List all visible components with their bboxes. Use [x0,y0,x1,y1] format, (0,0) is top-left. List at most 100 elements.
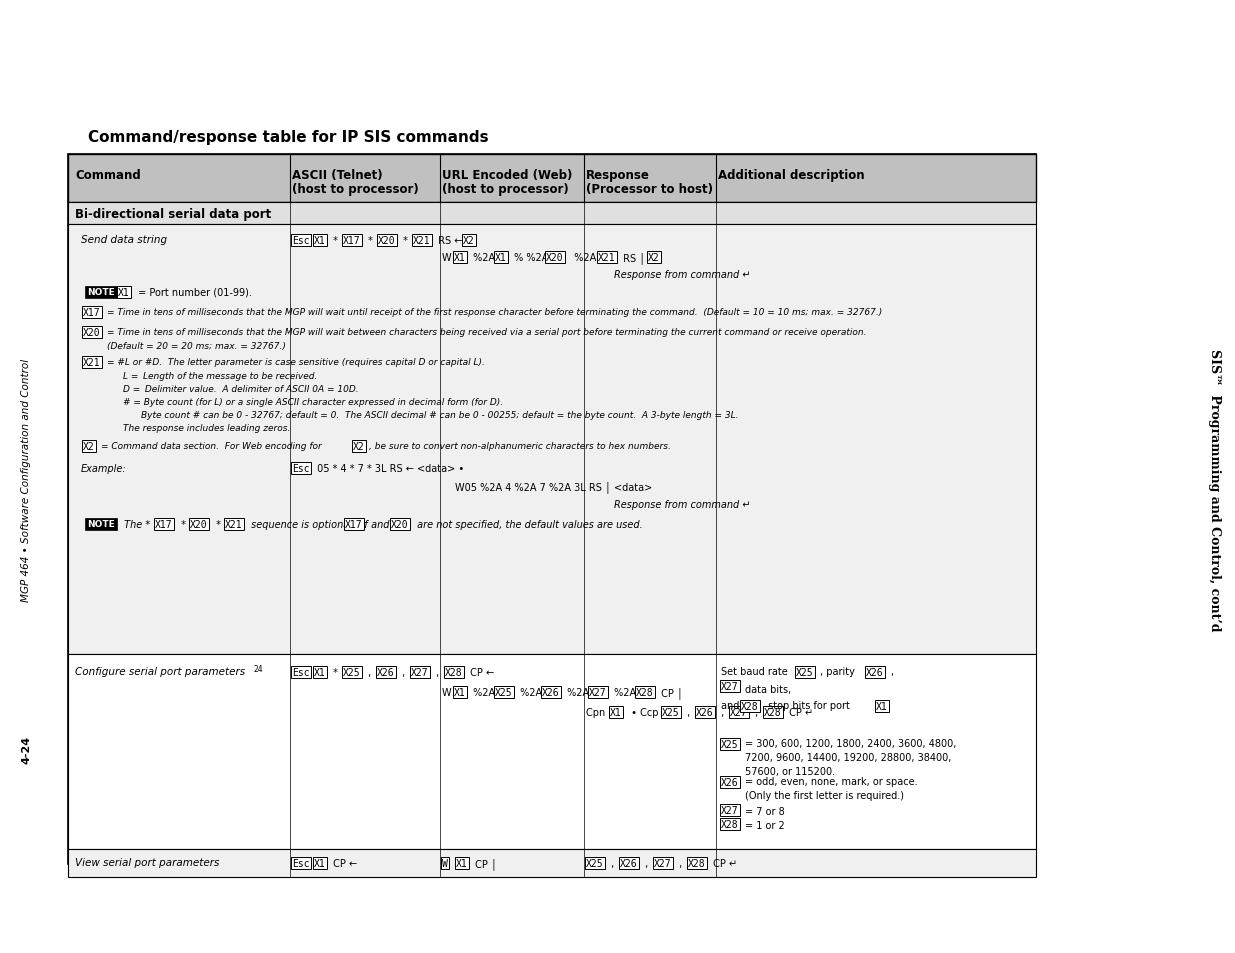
Bar [68,203,1036,225]
Text: NOTE: NOTE [88,288,115,297]
Text: W: W [442,687,454,698]
Text: CP │: CP │ [472,857,496,869]
Text: ,: , [752,707,761,718]
Text: = Port number (01-99).: = Port number (01-99). [135,288,252,297]
Text: Cpn: Cpn [585,707,609,718]
Bar [0,100,52,879]
Text: %2A: %2A [568,253,599,263]
Bar [68,154,1036,203]
Text: SIS™  Programming and Control, cont’d: SIS™ Programming and Control, cont’d [1209,349,1221,631]
Text: %2A: %2A [517,687,545,698]
Text: = #L or #D.  The letter parameter is case sensitive (requires capital D or capit: = #L or #D. The letter parameter is case… [107,358,485,367]
Text: X26: X26 [697,707,714,718]
Text: X27: X27 [411,667,429,678]
Bar [68,849,1036,877]
Bar [68,225,1036,655]
Text: (Only the first letter is required.): (Only the first letter is required.) [745,790,904,801]
Text: X17: X17 [156,519,173,530]
Text: %2A: %2A [471,687,498,698]
Text: Byte count # can be 0 - 32767; default = 0.  The ASCII decimal # can be 0 - 0025: Byte count # can be 0 - 32767; default =… [141,411,739,420]
Text: X25: X25 [721,740,739,749]
Text: X1: X1 [495,253,506,263]
Text: X21: X21 [598,253,615,263]
Text: and: and [368,519,393,530]
Text: = Command data section.  For Web encoding for: = Command data section. For Web encoding… [101,442,325,451]
Text: X2: X2 [648,253,659,263]
Text: *: * [212,519,224,530]
Text: Set baud rate: Set baud rate [721,666,790,677]
Text: X1: X1 [454,253,466,263]
Text: *: * [178,519,189,530]
Text: = Time in tens of milliseconds that the MGP will wait until receipt of the first: = Time in tens of milliseconds that the … [107,308,882,317]
Text: CP │: CP │ [658,686,683,699]
Text: data bits,: data bits, [745,684,792,695]
Text: CP ↵: CP ↵ [785,707,813,718]
Text: 57600, or 115200.: 57600, or 115200. [745,766,835,776]
Text: X27: X27 [589,687,606,698]
Text: D =  Delimiter value.  A delimiter of ASCII 0A = 10D.: D = Delimiter value. A delimiter of ASCI… [124,385,358,395]
Text: = 300, 600, 1200, 1800, 2400, 3600, 4800,: = 300, 600, 1200, 1800, 2400, 3600, 4800… [745,739,956,748]
Text: X26: X26 [866,667,883,678]
Text: X27: X27 [730,707,747,718]
Text: sequence is optional.  If: sequence is optional. If [248,519,370,530]
Text: (host to processor): (host to processor) [442,183,569,195]
Text: = 7 or 8: = 7 or 8 [745,806,784,816]
Text: X26: X26 [377,667,395,678]
Text: , be sure to convert non-alphanumeric characters to hex numbers.: , be sure to convert non-alphanumeric ch… [369,442,671,451]
Text: Send data string: Send data string [82,234,167,245]
Text: MGP 464 • Software Configuration and Control: MGP 464 • Software Configuration and Con… [21,358,31,601]
Text: X25: X25 [343,667,361,678]
Text: X27: X27 [655,858,672,868]
Text: X1: X1 [454,687,466,698]
Text: X21: X21 [83,357,100,368]
Text: X28: X28 [636,687,653,698]
Text: = odd, even, none, mark, or space.: = odd, even, none, mark, or space. [745,776,918,786]
Text: # = Byte count (for L) or a single ASCII character expressed in decimal form (fo: # = Byte count (for L) or a single ASCII… [124,398,503,407]
Text: 05 * 4 * 7 * 3L RS ← <data> •: 05 * 4 * 7 * 3L RS ← <data> • [314,463,464,474]
Text: CP ←: CP ← [467,667,494,678]
Bar [68,154,1036,864]
Text: % %2A: % %2A [511,253,552,263]
Text: CP ←: CP ← [330,858,357,868]
Text: Esc: Esc [291,463,310,474]
Text: X25: X25 [585,858,604,868]
Text: (host to processor): (host to processor) [291,183,419,195]
Text: X28: X28 [445,667,463,678]
Text: X17: X17 [343,235,361,246]
Text: Bi-directional serial data port: Bi-directional serial data port [75,208,272,221]
Text: , parity: , parity [820,666,858,677]
Text: X1: X1 [314,235,326,246]
Text: RS ←: RS ← [435,235,466,246]
Text: *: * [330,667,341,678]
Text: ,: , [642,858,651,868]
Text: X20: X20 [378,235,395,246]
Text: stop bits for port: stop bits for port [764,700,853,710]
Text: The *: The * [121,519,153,530]
Text: are not specified, the default values are used.: are not specified, the default values ar… [414,519,642,530]
Text: X20: X20 [190,519,207,530]
Text: ,: , [399,667,409,678]
Text: X20: X20 [83,328,100,337]
Text: Esc: Esc [291,667,310,678]
Text: X25: X25 [495,687,513,698]
Text: Configure serial port parameters: Configure serial port parameters [75,666,245,677]
Text: and: and [721,700,742,710]
Text: W: W [442,858,448,868]
Text: Response from command ↵: Response from command ↵ [614,499,751,510]
Text: W05 %2A 4 %2A 7 %2A 3L RS │ <data>: W05 %2A 4 %2A 7 %2A 3L RS │ <data> [454,480,652,493]
Text: NOTE: NOTE [88,520,115,529]
Text: ,: , [676,858,685,868]
Text: %2A: %2A [471,253,498,263]
Text: X26: X26 [542,687,559,698]
Text: ,: , [366,667,374,678]
Text: X17: X17 [83,308,100,317]
Text: *: * [366,235,375,246]
Text: X1: X1 [456,858,468,868]
Text: ,: , [890,666,893,677]
Text: CP ↵: CP ↵ [710,858,737,868]
Text: (Processor to host): (Processor to host) [585,183,713,195]
Text: ,: , [718,707,727,718]
Bar [68,655,1036,849]
Text: %2A: %2A [611,687,640,698]
Text: L =  Length of the message to be received.: L = Length of the message to be received… [124,372,317,381]
